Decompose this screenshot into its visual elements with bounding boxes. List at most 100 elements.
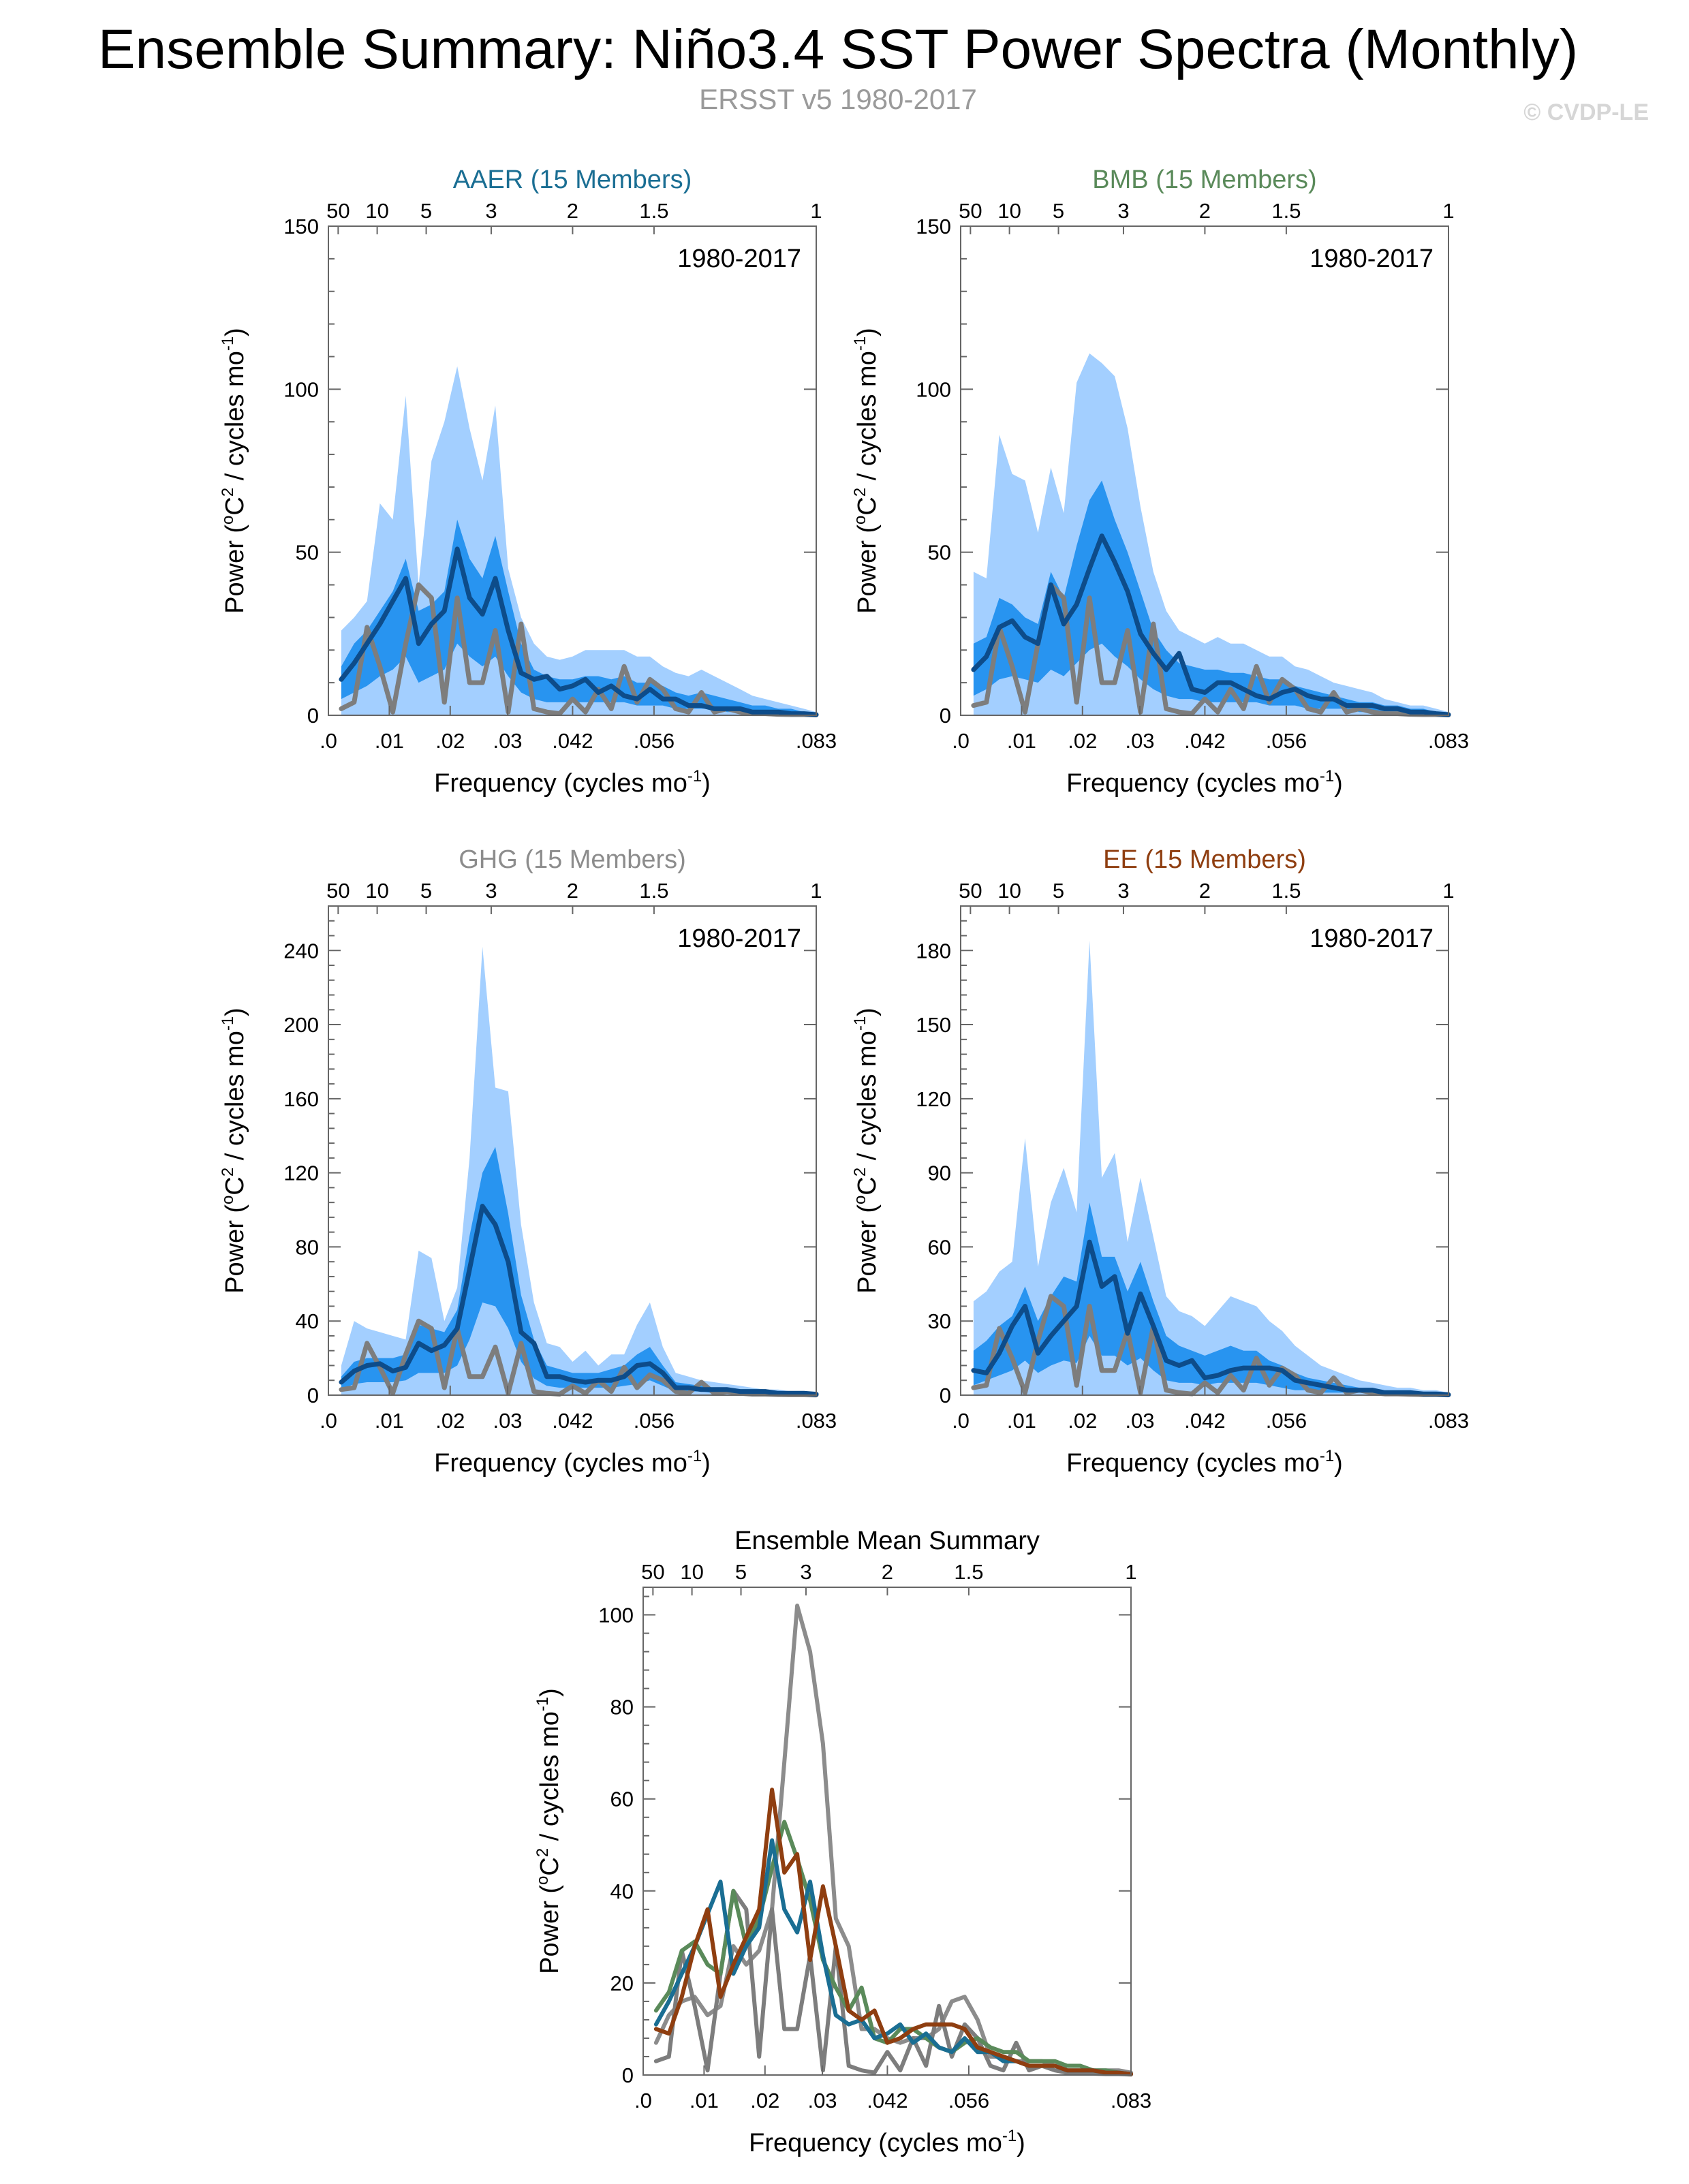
y-title-part: C xyxy=(536,1857,564,1875)
y-title-part: o xyxy=(219,516,237,525)
y-title-part: / cycles mo xyxy=(221,351,249,488)
period-tick-label: 5 xyxy=(1053,879,1064,903)
y-tick-label: 0 xyxy=(307,1384,319,1407)
x-tick-label: .083 xyxy=(1111,2089,1151,2112)
period-label-bmb: 1980-2017 xyxy=(1310,245,1434,273)
watermark: © CVDP-LE xyxy=(1523,99,1649,125)
superscript: -1 xyxy=(687,1447,702,1465)
x-tick-label: .03 xyxy=(1125,729,1154,753)
period-tick-label: 10 xyxy=(997,199,1021,223)
period-tick-label: 1 xyxy=(810,879,822,903)
x-tick-label: .01 xyxy=(375,1409,404,1433)
panel-ee: 0306090120150180.0.01.02.03.042.056.0835… xyxy=(851,845,1469,1478)
y-title-part: o xyxy=(851,1196,869,1204)
y-title-part: -1 xyxy=(219,337,237,351)
x-tick-label: .02 xyxy=(435,729,465,753)
x-tick-label: .042 xyxy=(1184,729,1225,753)
figure-subtitle: ERSST v5 1980-2017 xyxy=(699,83,977,115)
y-title-part: ) xyxy=(221,328,249,337)
figure-title: Ensemble Summary: Niño3.4 SST Power Spec… xyxy=(98,18,1578,80)
y-title-part: 2 xyxy=(219,488,237,497)
y-title-part: -1 xyxy=(851,337,869,351)
plot-frame-ghg xyxy=(328,905,817,1396)
x-tick-label: .0 xyxy=(320,1409,337,1433)
panel-title-ghg: GHG (15 Members) xyxy=(459,845,686,874)
x-axis-title-bmb: Frequency (cycles mo-1) xyxy=(1066,767,1343,798)
panel-ensemble-mean: 0 20 40 60 80 100 .0 .01 .02 .03 .042 .056 .083 50 10 5… xyxy=(533,1527,1151,2157)
period-tick-label: 3 xyxy=(800,1560,811,1584)
y-tick-label: 120 xyxy=(283,1161,319,1185)
y-tick-label: 40 xyxy=(610,1879,634,1903)
y-tick-label: 150 xyxy=(283,215,319,238)
x-tick-label: .02 xyxy=(1068,1409,1097,1433)
period-tick-label: 1 xyxy=(810,199,822,223)
y-tick-label: 200 xyxy=(283,1013,319,1037)
close-paren: ) xyxy=(702,1449,711,1478)
period-tick-label: 1 xyxy=(1442,879,1454,903)
superscript: -1 xyxy=(1002,2127,1017,2145)
y-tick-label: 0 xyxy=(622,2063,634,2087)
y-title-part: ) xyxy=(853,1008,882,1016)
x-tick-label: .01 xyxy=(375,729,404,753)
period-tick-label: 3 xyxy=(485,199,497,223)
y-title-part: Power ( xyxy=(853,525,882,614)
period-tick-label: 5 xyxy=(1053,199,1064,223)
y-title-part: o xyxy=(533,1876,552,1885)
y-title-part: / cycles mo xyxy=(853,351,882,488)
y-tick-label: 150 xyxy=(916,1013,951,1037)
y-tick-label: 50 xyxy=(296,541,319,565)
y-tick-label: 150 xyxy=(916,215,951,238)
y-tick-label: 120 xyxy=(916,1087,951,1111)
x-tick-label: .083 xyxy=(1428,1409,1469,1433)
period-label-aaer: 1980-2017 xyxy=(677,245,801,273)
y-title-part: -1 xyxy=(219,1016,237,1031)
panel-ghg: 0 40 80 120 160 200 240 .0 .01 .02 .03 .042 .056 .083… xyxy=(219,845,837,1478)
y-axis-title-ghg: Power (oC2 / cycles mo-1) xyxy=(219,1008,249,1294)
y-title-part: Power ( xyxy=(853,1204,882,1294)
close-paren: ) xyxy=(1334,1449,1343,1478)
x-tick-label: .083 xyxy=(1428,729,1469,753)
period-tick-label: 50 xyxy=(959,879,982,903)
period-tick-label: 10 xyxy=(365,199,388,223)
period-tick-label: 2 xyxy=(567,199,578,223)
period-tick-label: 3 xyxy=(1117,199,1129,223)
period-tick-label: 1.5 xyxy=(1271,879,1301,903)
y-tick-label: 80 xyxy=(296,1235,319,1259)
period-tick-label: 1.5 xyxy=(954,1560,983,1584)
y-title-part: ) xyxy=(221,1008,249,1016)
panel-bmb: 0 50 100 150 .0 .01 .02 .03 .042 .056 .083 50 10 5 3 2 1… xyxy=(851,166,1469,798)
period-tick-label: 50 xyxy=(326,199,350,223)
x-tick-label: .056 xyxy=(948,2089,989,2112)
y-title-part: C xyxy=(221,497,249,515)
period-tick-label: 5 xyxy=(420,879,432,903)
x-axis-title-ensemble-mean: Frequency (cycles mo-1) xyxy=(749,2127,1025,2157)
y-title-part: 2 xyxy=(851,1168,869,1176)
x-axis-title-ghg: Frequency (cycles mo-1) xyxy=(434,1447,711,1478)
y-title-part: o xyxy=(219,1196,237,1204)
ensemble-mean-line-aaer xyxy=(339,546,819,717)
period-tick-label: 1.5 xyxy=(1271,199,1301,223)
x-tick-label: .056 xyxy=(1266,729,1307,753)
period-tick-label: 1 xyxy=(1442,199,1454,223)
band-inner-bmb xyxy=(973,480,1448,715)
x-tick-label: .03 xyxy=(493,1409,522,1433)
y-tick-label: 30 xyxy=(928,1309,951,1333)
y-title-part: 2 xyxy=(533,1848,552,1857)
y-title-part: Power ( xyxy=(221,1204,249,1294)
y-tick-label: 20 xyxy=(610,1971,634,1995)
x-tick-label: .0 xyxy=(952,1409,970,1433)
period-tick-label: 5 xyxy=(420,199,432,223)
x-tick-label: .083 xyxy=(796,729,837,753)
band-outer-ghg xyxy=(341,946,816,1395)
y-title-part: 2 xyxy=(851,488,869,497)
close-paren: ) xyxy=(1017,2129,1025,2157)
x-tick-label: .0 xyxy=(634,2089,652,2112)
x-tick-label: .02 xyxy=(750,2089,779,2112)
panel-title-ensemble-mean: Ensemble Mean Summary xyxy=(734,1527,1040,1555)
y-axis-title-ensemble-mean: Power (oC2 / cycles mo-1) xyxy=(533,1688,564,1974)
y-tick-label: 0 xyxy=(940,1384,951,1407)
x-tick-label: .03 xyxy=(1125,1409,1154,1433)
y-tick-label: 240 xyxy=(283,939,319,963)
period-tick-label: 5 xyxy=(735,1560,747,1584)
series-line-ee xyxy=(653,1788,1133,2076)
